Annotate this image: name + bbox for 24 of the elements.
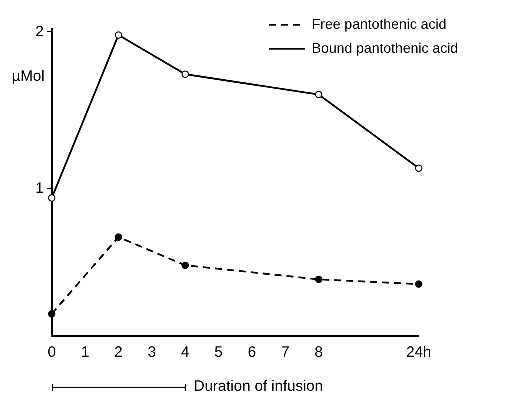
x-tick-label: 6 [248,344,256,362]
x-tick-label: 2 [114,344,123,362]
point [115,234,122,242]
point [182,70,190,78]
point [182,262,190,270]
legend-label: Free pantothenic acid [312,16,447,32]
x-tick-label: 24h [406,344,432,362]
x-tick-label: 3 [148,344,156,362]
point [48,194,56,202]
point [415,280,423,288]
x-tick-label: 4 [181,344,190,362]
x-tick-label: 0 [48,344,56,362]
point [315,276,323,284]
point [48,310,56,318]
x-tick-label: 5 [214,344,223,362]
x-axis-title: Duration of infusion [194,378,324,395]
x-tick-label: 7 [281,344,290,362]
point [315,91,323,98]
y-axis-title: µMol [12,68,45,85]
point [115,32,122,39]
legend-label: Bound pantothenic acid [312,40,458,56]
point [415,164,423,172]
x-tick-label: 1 [81,344,90,362]
x-tick-label: 8 [314,344,324,362]
